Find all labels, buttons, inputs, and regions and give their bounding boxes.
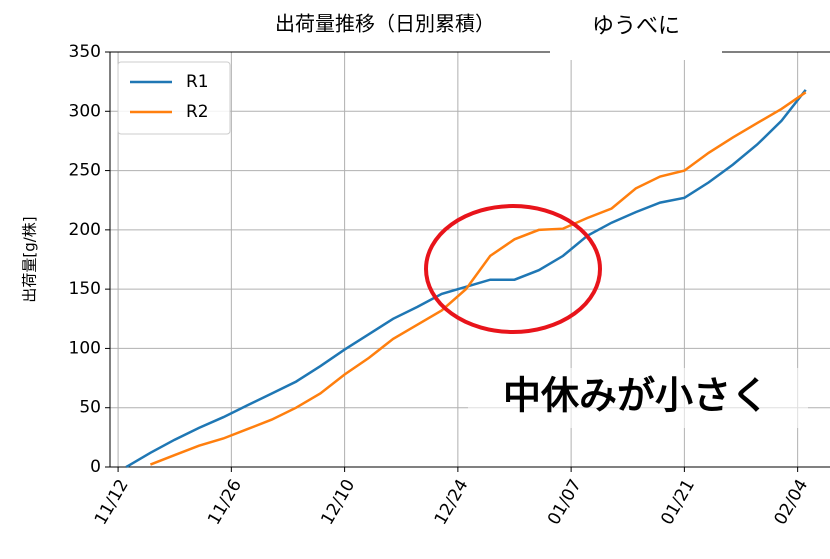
note-cover bbox=[468, 368, 808, 428]
y-tick-label: 100 bbox=[69, 338, 101, 358]
y-tick-label: 0 bbox=[90, 457, 101, 477]
y-tick-label: 250 bbox=[69, 161, 101, 181]
legend-label: R2 bbox=[186, 102, 209, 122]
y-tick-label: 50 bbox=[79, 398, 101, 418]
series-line bbox=[149, 91, 807, 466]
chart-title: 出荷量推移（日別累積） bbox=[275, 12, 495, 36]
x-tick-label: 01/07 bbox=[544, 476, 586, 528]
x-tick-label: 02/04 bbox=[770, 476, 812, 528]
plot-frame bbox=[109, 51, 830, 468]
y-tick-label: 150 bbox=[69, 279, 101, 299]
variety-label: ゆうべに bbox=[592, 14, 680, 39]
note-text: 中休みが小さく bbox=[503, 374, 769, 418]
x-tick-label: 11/12 bbox=[91, 476, 133, 528]
legend-box bbox=[117, 61, 231, 135]
x-tick-label: 01/21 bbox=[657, 476, 699, 528]
label-cover bbox=[550, 0, 722, 60]
y-tick-label: 200 bbox=[69, 220, 101, 240]
legend-label: R1 bbox=[186, 72, 209, 92]
series-line bbox=[125, 89, 807, 469]
x-tick-label: 12/10 bbox=[317, 476, 359, 528]
y-tick-label: 350 bbox=[69, 42, 101, 62]
y-tick-label: 300 bbox=[69, 101, 101, 121]
x-tick-label: 12/24 bbox=[431, 476, 473, 528]
x-tick-label: 11/26 bbox=[204, 476, 246, 528]
y-axis-label: 出荷量[g/株] bbox=[21, 216, 39, 302]
highlight-ellipse bbox=[424, 204, 602, 334]
